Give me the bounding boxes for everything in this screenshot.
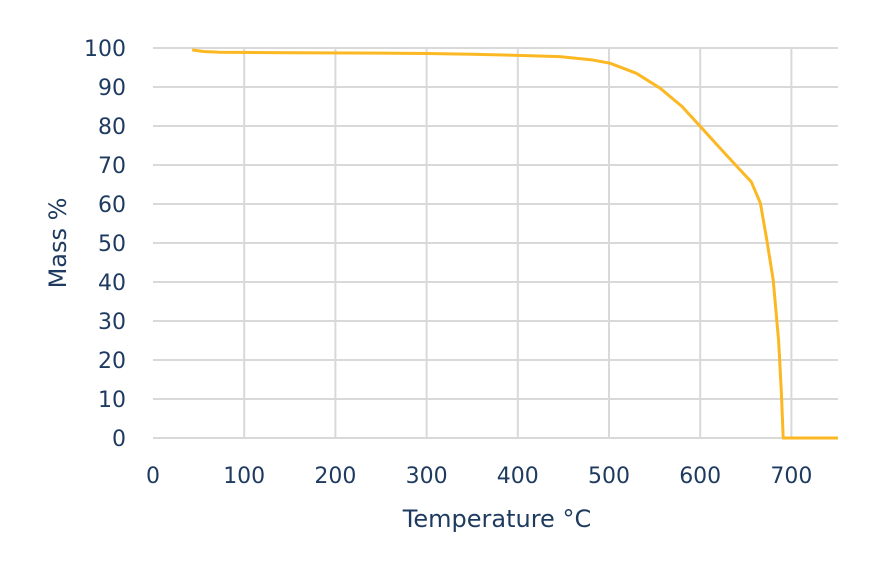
x-tick-label: 300 <box>406 464 448 489</box>
y-tick-label: 0 <box>112 427 126 452</box>
x-tick-label: 700 <box>770 464 812 489</box>
x-tick-label: 500 <box>588 464 630 489</box>
x-tick-label: 200 <box>314 464 356 489</box>
y-tick-label: 60 <box>98 193 126 218</box>
y-tick-label: 80 <box>98 115 126 140</box>
y-tick-label: 40 <box>98 271 126 296</box>
y-tick-labels: 0 10 20 30 40 50 60 70 80 90 100 <box>84 37 126 452</box>
y-tick-label: 10 <box>98 388 126 413</box>
x-axis-label: Temperature °C <box>402 505 591 533</box>
series <box>191 48 838 440</box>
y-tick-label: 50 <box>98 232 126 257</box>
y-tick-label: 20 <box>98 349 126 374</box>
y-tick-label: 70 <box>98 154 126 179</box>
y-tick-label: 100 <box>84 37 126 62</box>
y-tick-label: 90 <box>98 76 126 101</box>
x-tick-label: 400 <box>497 464 539 489</box>
grid <box>153 47 838 439</box>
y-axis-label: Mass % <box>44 198 72 289</box>
x-tick-label: 100 <box>223 464 265 489</box>
y-tick-label: 30 <box>98 310 126 335</box>
x-tick-label: 0 <box>146 464 160 489</box>
x-tick-label: 600 <box>679 464 721 489</box>
x-tick-labels: 0 100 200 300 400 500 600 700 <box>146 464 812 489</box>
mass-curve <box>191 48 838 440</box>
